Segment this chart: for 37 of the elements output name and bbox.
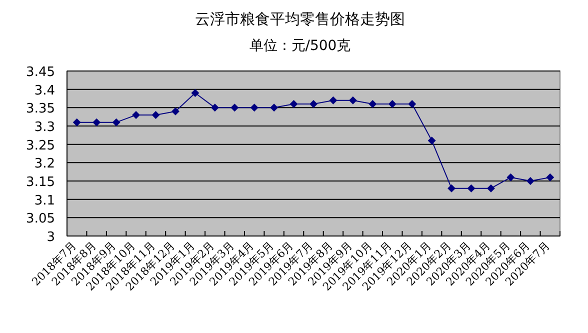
point <box>506 173 515 182</box>
point <box>329 96 338 104</box>
point <box>448 184 456 192</box>
y-tick-label: 3.05 <box>26 212 55 227</box>
point <box>388 100 396 108</box>
point <box>92 118 101 126</box>
chart-title: 云浮市粮食平均零售价格走势图 <box>195 10 405 28</box>
point <box>171 107 180 116</box>
point <box>191 89 200 97</box>
point <box>72 118 81 126</box>
y-tick-label: 3.35 <box>26 102 55 117</box>
point <box>250 104 258 112</box>
y-tick-label: 3.3 <box>34 120 55 135</box>
y-tick-label: 3.45 <box>26 65 55 80</box>
point <box>310 100 318 108</box>
point <box>112 118 120 126</box>
point <box>132 111 140 119</box>
point <box>408 100 416 108</box>
y-tick-label: 3 <box>46 230 55 245</box>
point <box>368 100 377 108</box>
point <box>270 104 278 112</box>
point <box>526 177 534 185</box>
y-tick-label: 3.4 <box>34 83 55 98</box>
chart-subtitle: 单位：元/500克 <box>249 38 351 54</box>
y-tick-label: 3.1 <box>34 193 55 208</box>
point <box>486 184 495 192</box>
point <box>467 184 476 192</box>
point <box>210 104 219 112</box>
point <box>546 173 554 182</box>
point <box>230 104 239 112</box>
point <box>152 111 160 119</box>
y-tick-label: 3.2 <box>34 156 55 172</box>
point <box>428 136 436 145</box>
point <box>348 96 357 104</box>
point <box>290 100 298 108</box>
y-tick-label: 3.25 <box>26 138 55 154</box>
y-tick-label: 3.15 <box>26 175 55 190</box>
